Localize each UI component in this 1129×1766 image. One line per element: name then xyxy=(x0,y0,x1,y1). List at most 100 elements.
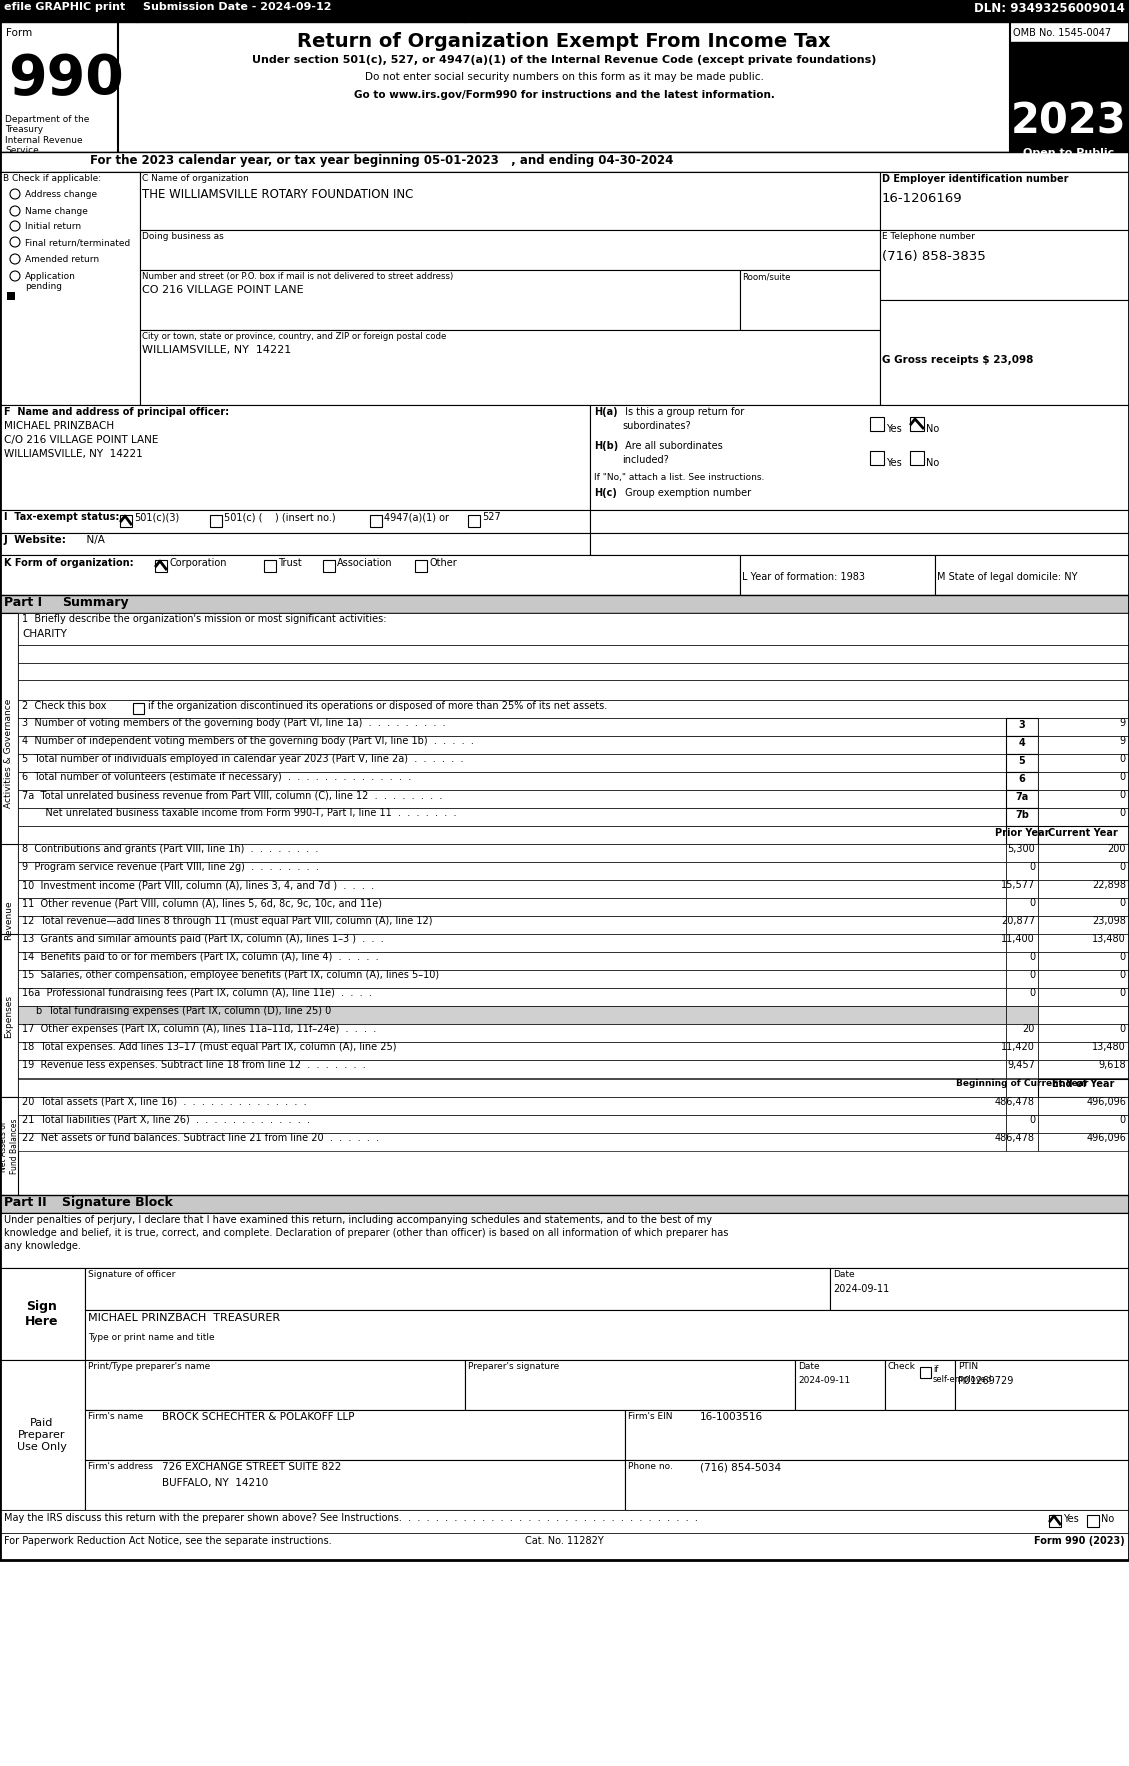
Bar xyxy=(469,516,480,526)
Text: 0: 0 xyxy=(1120,1114,1126,1125)
Text: E Telephone number: E Telephone number xyxy=(882,231,974,240)
Text: H(a): H(a) xyxy=(594,406,618,417)
Bar xyxy=(18,809,1006,826)
Bar xyxy=(1006,754,1038,772)
Text: 9,618: 9,618 xyxy=(1099,1060,1126,1070)
Bar xyxy=(18,736,1006,754)
Text: 5  Total number of individuals employed in calendar year 2023 (Part V, line 2a) : 5 Total number of individuals employed i… xyxy=(21,754,464,765)
Bar xyxy=(590,510,1129,533)
Bar xyxy=(18,1114,1006,1134)
Bar xyxy=(1038,934,1129,952)
Text: 4  Number of independent voting members of the governing body (Part VI, line 1b): 4 Number of independent voting members o… xyxy=(21,736,474,745)
Bar xyxy=(18,754,1006,772)
Bar xyxy=(264,560,275,572)
Text: OMB No. 1545-0047: OMB No. 1545-0047 xyxy=(1013,28,1111,39)
Text: 2024-09-11: 2024-09-11 xyxy=(798,1376,850,1385)
Bar xyxy=(18,613,1129,645)
Text: 9,457: 9,457 xyxy=(1007,1060,1035,1070)
Text: 22  Net assets or fund balances. Subtract line 21 from line 20  .  .  .  .  .  .: 22 Net assets or fund balances. Subtract… xyxy=(21,1134,379,1143)
Text: 16a  Professional fundraising fees (Part IX, column (A), line 11e)  .  .  .  .: 16a Professional fundraising fees (Part … xyxy=(21,987,371,998)
Text: 0: 0 xyxy=(1120,987,1126,998)
Bar xyxy=(0,934,18,1097)
Text: Paid
Preparer
Use Only: Paid Preparer Use Only xyxy=(17,1418,67,1452)
Text: F  Name and address of principal officer:: F Name and address of principal officer: xyxy=(5,406,229,417)
Bar xyxy=(1006,826,1038,844)
Text: 22,898: 22,898 xyxy=(1092,879,1126,890)
Text: if
self-employed: if self-employed xyxy=(933,1365,992,1385)
Text: 6: 6 xyxy=(1018,774,1025,784)
Text: For Paperwork Reduction Act Notice, see the separate instructions.: For Paperwork Reduction Act Notice, see … xyxy=(5,1536,332,1545)
Text: Doing business as: Doing business as xyxy=(142,231,224,240)
Text: PTIN: PTIN xyxy=(959,1362,978,1370)
Text: Yes: Yes xyxy=(886,424,902,434)
Text: 21  Total liabilities (Part X, line 26)  .  .  .  .  .  .  .  .  .  .  .  .  .: 21 Total liabilities (Part X, line 26) .… xyxy=(21,1114,310,1125)
Bar xyxy=(133,703,145,713)
Text: C Name of organization: C Name of organization xyxy=(142,175,248,184)
Bar xyxy=(465,1360,795,1409)
Bar xyxy=(1038,897,1129,917)
Text: Signature of officer: Signature of officer xyxy=(88,1270,175,1279)
Text: Print/Type preparer's name: Print/Type preparer's name xyxy=(88,1362,210,1370)
Text: Final return/terminated: Final return/terminated xyxy=(25,238,130,247)
Bar xyxy=(18,645,1129,662)
Text: Date: Date xyxy=(798,1362,820,1370)
Text: Amended return: Amended return xyxy=(25,254,99,263)
Bar xyxy=(0,613,18,894)
Text: Firm's EIN: Firm's EIN xyxy=(628,1413,673,1422)
Bar xyxy=(830,1268,1129,1310)
Bar xyxy=(0,1510,1129,1533)
Text: 4: 4 xyxy=(1018,738,1025,749)
Text: 13,480: 13,480 xyxy=(1092,1042,1126,1053)
Text: 0: 0 xyxy=(1120,789,1126,800)
Text: 0: 0 xyxy=(1120,809,1126,818)
Bar xyxy=(1006,719,1038,736)
Text: Type or print name and title: Type or print name and title xyxy=(88,1333,215,1342)
Bar xyxy=(0,1097,18,1196)
Bar xyxy=(1006,1079,1038,1097)
Text: 0: 0 xyxy=(1120,897,1126,908)
Text: M State of legal domicile: NY: M State of legal domicile: NY xyxy=(937,572,1077,583)
Text: H(c): H(c) xyxy=(594,487,616,498)
Text: 0: 0 xyxy=(1120,1024,1126,1035)
Text: N/A: N/A xyxy=(80,535,105,546)
Bar xyxy=(120,516,132,526)
Bar xyxy=(18,897,1006,917)
Bar xyxy=(879,171,1129,230)
Text: 7a: 7a xyxy=(1015,791,1029,802)
Text: 527: 527 xyxy=(482,512,501,523)
Text: 6  Total number of volunteers (estimate if necessary)  .  .  .  .  .  .  .  .  .: 6 Total number of volunteers (estimate i… xyxy=(21,772,411,782)
Bar xyxy=(1006,1007,1038,1024)
Bar xyxy=(1006,934,1038,952)
Bar xyxy=(18,1060,1006,1077)
Bar xyxy=(1038,789,1129,809)
Text: Group exemption number: Group exemption number xyxy=(622,487,751,498)
Bar xyxy=(210,516,222,526)
Text: b  Total fundraising expenses (Part IX, column (D), line 25) 0: b Total fundraising expenses (Part IX, c… xyxy=(36,1007,331,1015)
Text: Activities & Governance: Activities & Governance xyxy=(5,698,14,807)
Bar xyxy=(0,171,140,404)
Bar xyxy=(1038,970,1129,987)
Text: if the organization discontinued its operations or disposed of more than 25% of : if the organization discontinued its ope… xyxy=(148,701,607,712)
Bar xyxy=(1038,879,1129,897)
Text: 496,096: 496,096 xyxy=(1086,1134,1126,1143)
Bar xyxy=(1038,1042,1129,1060)
Bar xyxy=(1049,1515,1061,1528)
Text: CO 216 VILLAGE POINT LANE: CO 216 VILLAGE POINT LANE xyxy=(142,284,304,295)
Text: Trust: Trust xyxy=(278,558,301,569)
Text: 20  Total assets (Part X, line 16)  .  .  .  .  .  .  .  .  .  .  .  .  .  .: 20 Total assets (Part X, line 16) . . . … xyxy=(21,1097,307,1107)
Text: Room/suite: Room/suite xyxy=(742,272,790,281)
Bar xyxy=(0,510,590,533)
Bar xyxy=(0,152,1129,171)
Text: 0: 0 xyxy=(1120,862,1126,872)
Text: End of Year: End of Year xyxy=(1052,1079,1114,1090)
Text: Under section 501(c), 527, or 4947(a)(1) of the Internal Revenue Code (except pr: Under section 501(c), 527, or 4947(a)(1)… xyxy=(252,55,876,65)
Bar xyxy=(1038,862,1129,879)
Bar xyxy=(18,934,1006,952)
Text: 501(c) (    ) (insert no.): 501(c) ( ) (insert no.) xyxy=(224,512,335,523)
Bar xyxy=(590,533,1129,555)
Bar xyxy=(885,1360,955,1409)
Bar xyxy=(1087,1515,1099,1528)
Text: 15  Salaries, other compensation, employee benefits (Part IX, column (A), lines : 15 Salaries, other compensation, employe… xyxy=(21,970,439,980)
Text: L Year of formation: 1983: L Year of formation: 1983 xyxy=(742,572,865,583)
Text: Prior Year: Prior Year xyxy=(995,828,1049,839)
